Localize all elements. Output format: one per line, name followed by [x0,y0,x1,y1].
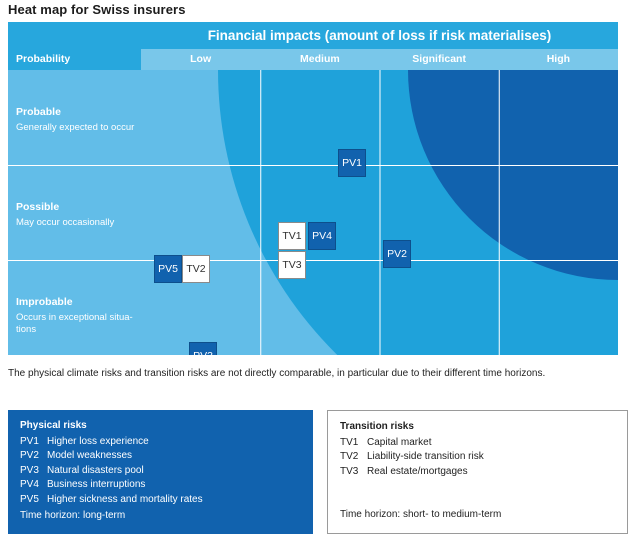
legend-physical-items: PV1 Higher loss experience PV2 Model weakne… [20,435,301,508]
probability-row-divider [8,260,141,261]
footnote-text: The physical climate risks and transitio… [8,368,546,379]
page-title: Heat map for Swiss insurers [8,2,186,17]
legend-text: Business interruptions [47,479,146,490]
risk-marker-tv3[interactable]: TV3 [278,251,306,279]
impact-col-medium: Medium [300,53,340,65]
probability-row-possible: Possible May occur occasionally [8,165,141,260]
legend-item-pv5: PV5 Higher sickness and mortality rates [20,493,301,508]
legend-text: Capital market [367,436,432,448]
heatmap-plot-area: PV1 PV2 PV3 PV4 PV5 TV1 TV2 TV3 [141,70,618,355]
probability-row-improbable: Improbable Occurs in exceptional situa- … [8,260,141,355]
legend-text: Higher loss experience [47,435,149,447]
legend-item-pv4: PV4 Business interruptions [20,478,301,493]
impact-col-significant: Significant [412,53,466,65]
legend-code: TV3 [340,465,359,477]
probability-row-possible-name: Possible [16,201,60,213]
legend-text: Higher sickness and mortality rates [47,493,203,505]
legend-transition-risks: Transition risks TV1 Capital market TV2 Lia… [327,410,628,534]
legend-item-pv2: PV2 Model weaknesses [20,449,301,464]
probability-row-probable-desc: Generally expected to occur [16,122,135,133]
legend-code: PV4 [20,479,39,490]
legend-transition-items: TV1 Capital market TV2 Liability-side trans… [340,436,615,480]
probability-row-probable: Probable Generally expected to occur [8,70,141,165]
heatmap-bands-svg [141,70,618,355]
legend-text: Real estate/mortgages [367,465,468,477]
risk-marker-pv1[interactable]: PV1 [338,149,366,177]
legend-item-pv3: PV3 Natural disasters pool [20,464,301,479]
legend-transition-title: Transition risks [340,421,414,432]
probability-row-possible-desc: May occur occasionally [16,217,115,228]
risk-marker-tv1[interactable]: TV1 [278,222,306,250]
probability-column-header: Probability [8,49,141,70]
legend-text: Model weaknesses [47,450,133,461]
probability-row-improbable-name: Improbable [16,296,73,308]
legend-text: Natural disasters pool [47,464,144,476]
risk-marker-tv2[interactable]: TV2 [182,255,210,283]
legend-physical-risks: Physical risks PV1 Higher loss experience… [8,410,313,534]
impact-col-low: Low [190,53,212,65]
legend-item-tv1: TV1 Capital market [340,436,615,451]
legend-item-tv2: TV2 Liability-side transition risk [340,450,615,465]
legend-code: TV2 [340,451,359,462]
financial-impacts-label: Financial impacts (amount of loss if ris… [207,28,552,43]
legend-code: TV1 [340,436,359,448]
probability-row-divider [8,165,141,166]
impact-col-high: High [546,53,571,65]
legend-code: PV3 [20,464,39,476]
financial-impacts-banner: Financial impacts (amount of loss if ris… [8,22,618,49]
risk-marker-pv5[interactable]: PV5 [154,255,182,283]
risk-marker-pv4[interactable]: PV4 [308,222,336,250]
legend-code: PV5 [20,493,39,505]
legend-transition-horizon: Time horizon: short- to medium-term [340,508,502,520]
legend-physical-title: Physical risks [20,420,87,431]
risk-marker-pv3[interactable]: PV3 [189,342,217,355]
legend-code: PV2 [20,450,39,461]
legend-item-tv3: TV3 Real estate/mortgages [340,465,615,480]
legend-text: Liability-side transition risk [367,451,484,462]
probability-axis-column: Probable Generally expected to occur Pos… [8,70,141,355]
legend-item-pv1: PV1 Higher loss experience [20,435,301,450]
impact-level-header-row: Low Medium Significant High [141,49,618,70]
risk-marker-pv2[interactable]: PV2 [383,240,411,268]
probability-row-improbable-desc: Occurs in exceptional situa- tions [16,312,133,335]
legend-physical-horizon: Time horizon: long-term [20,509,126,521]
legend-code: PV1 [20,435,39,447]
heatmap-figure: Financial impacts (amount of loss if ris… [8,22,618,355]
probability-row-probable-name: Probable [16,106,61,118]
